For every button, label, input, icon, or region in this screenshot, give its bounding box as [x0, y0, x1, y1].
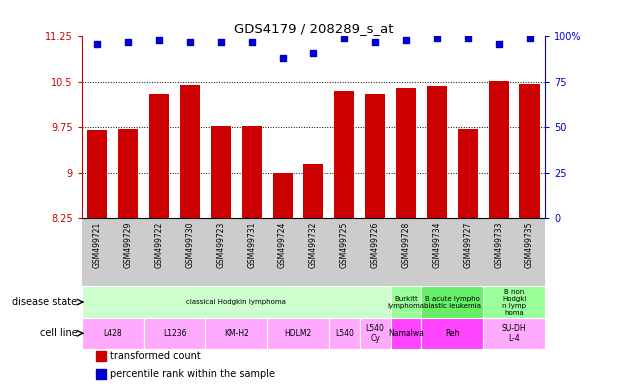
Bar [211, 126, 231, 218]
Text: GSM499732: GSM499732 [309, 222, 318, 268]
Bar [458, 129, 478, 218]
Bar [489, 81, 508, 218]
Point [154, 37, 164, 43]
Point [525, 35, 535, 41]
Text: GSM499723: GSM499723 [216, 222, 226, 268]
Text: GSM499734: GSM499734 [432, 222, 442, 268]
Text: B non
Hodgki
n lymp
homa: B non Hodgki n lymp homa [502, 288, 526, 316]
Text: Burkitt
lymphoma: Burkitt lymphoma [387, 296, 425, 309]
Bar [421, 318, 483, 349]
Point [215, 39, 226, 45]
Point [432, 35, 442, 41]
Bar [304, 164, 323, 218]
Point [370, 39, 381, 45]
Text: GSM499722: GSM499722 [154, 222, 164, 268]
Bar [205, 318, 267, 349]
Point [185, 39, 195, 45]
Text: L428: L428 [103, 329, 122, 338]
Text: GSM499727: GSM499727 [463, 222, 472, 268]
Point [463, 35, 473, 41]
Bar [242, 126, 261, 218]
Text: GSM499721: GSM499721 [93, 222, 102, 268]
Text: SU-DH
L-4: SU-DH L-4 [501, 324, 527, 343]
Point [93, 41, 103, 47]
Bar [88, 131, 107, 218]
Point [123, 39, 134, 45]
Text: GSM499731: GSM499731 [247, 222, 256, 268]
Bar [82, 318, 144, 349]
Bar [365, 94, 385, 218]
Text: L540
Cy: L540 Cy [366, 324, 384, 343]
Point [247, 39, 257, 45]
Bar [82, 286, 391, 318]
Text: B acute lympho
blastic leukemia: B acute lympho blastic leukemia [424, 296, 481, 309]
Text: GSM499733: GSM499733 [494, 222, 503, 268]
Bar [483, 318, 545, 349]
Text: GSM499726: GSM499726 [370, 222, 380, 268]
Bar [360, 318, 391, 349]
Text: disease state: disease state [12, 297, 77, 307]
Text: percentile rank within the sample: percentile rank within the sample [110, 369, 275, 379]
Text: GSM499729: GSM499729 [123, 222, 133, 268]
Text: classical Hodgkin lymphoma: classical Hodgkin lymphoma [186, 299, 286, 305]
Bar [329, 318, 360, 349]
Bar [483, 286, 545, 318]
Bar [96, 369, 106, 379]
Point [278, 55, 288, 61]
Bar [427, 86, 447, 218]
Text: transformed count: transformed count [110, 351, 200, 361]
Point [494, 41, 504, 47]
Text: GSM499735: GSM499735 [525, 222, 534, 268]
Bar [396, 88, 416, 218]
Text: KM-H2: KM-H2 [224, 329, 249, 338]
Bar [180, 85, 200, 218]
Bar [391, 286, 421, 318]
Point [401, 37, 411, 43]
Text: cell line: cell line [40, 328, 77, 338]
Bar [273, 173, 292, 218]
Bar [144, 318, 205, 349]
Bar [421, 286, 483, 318]
Text: L1236: L1236 [163, 329, 186, 338]
Bar [335, 91, 354, 218]
Text: GSM499725: GSM499725 [340, 222, 349, 268]
Bar [267, 318, 329, 349]
Text: Reh: Reh [445, 329, 460, 338]
Text: Namalwa: Namalwa [388, 329, 424, 338]
Point [309, 50, 319, 56]
Text: L540: L540 [335, 329, 353, 338]
Bar [520, 84, 539, 218]
Bar [96, 351, 106, 361]
Bar [118, 129, 138, 218]
Point [340, 35, 350, 41]
Text: HDLM2: HDLM2 [284, 329, 312, 338]
Title: GDS4179 / 208289_s_at: GDS4179 / 208289_s_at [234, 22, 393, 35]
Text: GSM499728: GSM499728 [401, 222, 411, 268]
Text: GSM499724: GSM499724 [278, 222, 287, 268]
Text: GSM499730: GSM499730 [185, 222, 195, 268]
Bar [391, 318, 421, 349]
Bar [149, 94, 169, 218]
